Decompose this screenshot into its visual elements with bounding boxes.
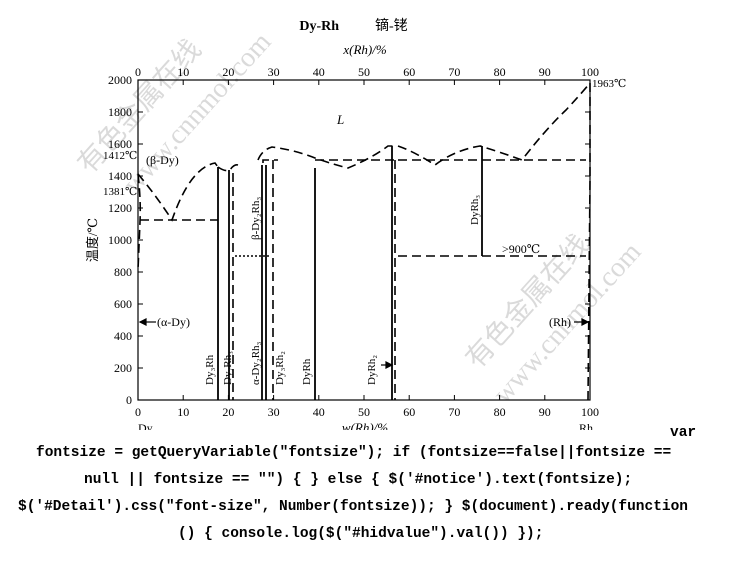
y-axis-tick-label: 1000 (108, 233, 132, 247)
liquidus-middle (397, 82, 591, 166)
code-line: var (670, 425, 697, 441)
y-axis-tick-label: 600 (114, 297, 132, 311)
top-axis-label: x(Rh)/% (342, 42, 386, 57)
top-axis-tick-label: 0 (135, 65, 141, 79)
diagram-title: Dy-Rh (299, 19, 339, 34)
top-axis-tick-label: 50 (358, 65, 370, 79)
bottom-axis-tick-label: 40 (313, 405, 325, 419)
top-axis-tick-label: 70 (448, 65, 460, 79)
rh-arrowhead (581, 318, 590, 326)
y-axis-tick-label: 1400 (108, 169, 132, 183)
y-axis-tick-label: 1800 (108, 105, 132, 119)
bottom-axis-tick-label: 30 (268, 405, 280, 419)
bottom-axis-tick-label: 100 (581, 405, 599, 419)
diagram-title-cn: 镝-铑 (375, 17, 408, 34)
liquidus-peak-dy7rh3 (217, 164, 239, 172)
top-axis-tick-label: 40 (313, 65, 325, 79)
y-axis-tick-label: 2000 (108, 73, 132, 87)
rh-solvus (587, 83, 591, 401)
top-axis-tick-label: 20 (222, 65, 234, 79)
phase-label-dyrh2: DyRh₂ (366, 355, 378, 385)
phase-label-dy3rh: Dy₃Rh (204, 354, 216, 385)
beta-dy-solvus (137, 173, 142, 271)
bottom-axis-tick-label: 50 (358, 405, 370, 419)
bottom-axis-label: w(Rh)/% (342, 420, 388, 430)
bottom-axis-tick-label: 60 (403, 405, 415, 419)
y-axis-tick-label: 1600 (108, 137, 132, 151)
annotation-rh-phase: (Rh) (549, 315, 571, 329)
top-axis-tick-label: 10 (177, 65, 189, 79)
alpha-dy-arrowhead (138, 318, 147, 326)
code-line: $('#Detail').css("font-size", Number(fon… (18, 499, 689, 515)
bottom-axis-tick-label: 70 (448, 405, 460, 419)
y-axis-tick-label: 400 (114, 329, 132, 343)
top-axis-tick-label: 90 (539, 65, 551, 79)
bottom-axis-tick-label: 20 (222, 405, 234, 419)
top-axis-tick-label: 60 (403, 65, 415, 79)
indicator-arrows (138, 318, 590, 369)
code-line: () { console.log($("#hidvalue").val()) }… (178, 526, 544, 542)
bottom-axis-tick-label: 90 (539, 405, 551, 419)
top-axis-tick-label: 80 (494, 65, 506, 79)
axis-ticks: 0 10 20 30 40 50 60 70 80 90 1000 10 20 30 40 50 60 70 80 9… (108, 65, 599, 419)
y-axis-tick-label: 0 (126, 393, 132, 407)
watermark-top: 有色金属在线 www.cnnmol.com (71, 26, 277, 199)
right-element-label: Rh (579, 421, 593, 430)
bottom-axis-tick-label: 10 (177, 405, 189, 419)
top-axis-tick-label: 30 (268, 65, 280, 79)
annotation-melt-dy: 1412℃ (103, 150, 137, 162)
annotation-beta-dy: (β-Dy) (146, 153, 179, 167)
phase-label-dyrh: DyRh (301, 358, 313, 385)
top-axis-tick-label: 100 (581, 65, 599, 79)
y-axis-tick-label: 800 (114, 265, 132, 279)
bottom-axis-tick-label: 0 (135, 405, 141, 419)
phase-label-beta-dy2rh3: β-Dy₂Rh₃ (250, 197, 262, 240)
code-line: fontsize = getQueryVariable("fontsize");… (36, 445, 672, 461)
phase-lines-solid (217, 146, 483, 400)
dyrh2-arrowhead (385, 361, 394, 369)
phase-labels: Dy₃Rh Dy₇Rh₃ α-Dy₂Rh₃ β-Dy₂Rh₃ Dy₃Rh₂ Dy… (204, 195, 481, 385)
phase-diagram: Dy-Rh 镝-铑 有色金属在线 www.cnnmol.com 有色金属在线 w… (71, 17, 647, 430)
annotation-melt-rh: 1963℃ (592, 78, 626, 90)
phase-label-dy3rh2: Dy₃Rh₂ (274, 351, 286, 385)
phase-label-alpha-dy2rh3: α-Dy₂Rh₃ (250, 341, 262, 385)
code-line: null || fontsize == "") { } else { $('#n… (84, 472, 633, 488)
left-element-label: Dy (138, 421, 153, 430)
annotation-alpha-dy: (α-Dy) (157, 315, 190, 329)
liquidus-peak-dy2rh3 (257, 145, 394, 169)
y-axis-label: 温度/℃ (85, 218, 100, 262)
phase-label-dy7rh3: Dy₇Rh₃ (222, 351, 234, 385)
annotation-temp-900: >900℃ (502, 242, 540, 256)
bottom-axis-tick-label: 80 (494, 405, 506, 419)
phase-boundaries-dashed (137, 82, 591, 401)
y-axis-tick-label: 1200 (108, 201, 132, 215)
annotation-liquid: L (336, 112, 344, 127)
y-axis-tick-label: 200 (114, 361, 132, 375)
dy2rh3-transition (262, 159, 278, 163)
annotation-trans-dy: 1381℃ (103, 186, 137, 198)
phase-label-dyrh3: DyRh₃ (469, 195, 481, 225)
